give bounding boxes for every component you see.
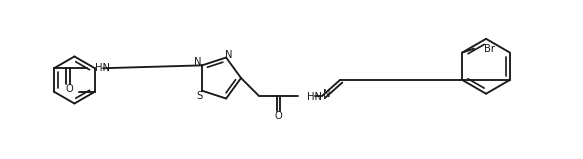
Text: O: O <box>65 84 73 94</box>
Text: HN: HN <box>307 92 322 102</box>
Text: S: S <box>196 91 202 101</box>
Text: Br: Br <box>484 44 495 54</box>
Text: O: O <box>275 111 282 121</box>
Text: N: N <box>225 50 233 60</box>
Text: HN: HN <box>95 63 110 73</box>
Text: N: N <box>194 57 202 67</box>
Text: N: N <box>322 89 330 99</box>
